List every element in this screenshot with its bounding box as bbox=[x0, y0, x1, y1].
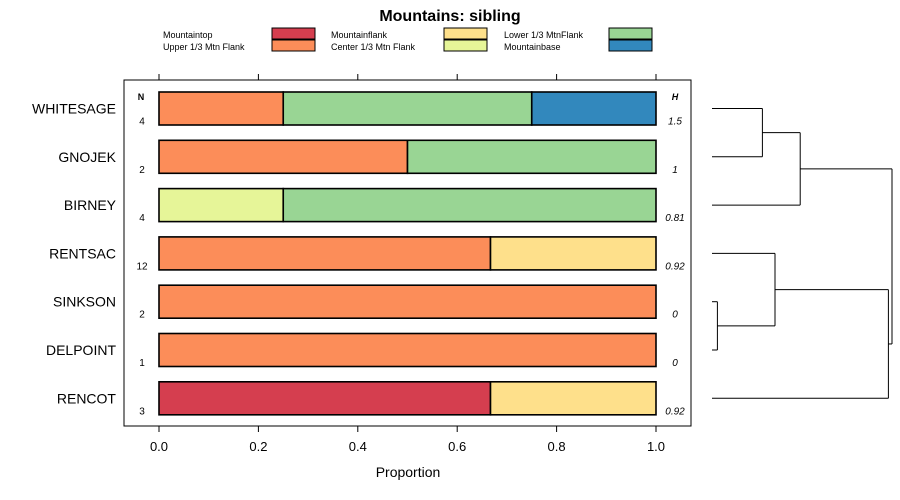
h-value: 0.81 bbox=[665, 213, 684, 224]
category-label: RENTSAC bbox=[49, 245, 116, 261]
h-value: 1.5 bbox=[668, 117, 682, 128]
category-label: WHITESAGE bbox=[32, 101, 116, 117]
category-label: RENCOT bbox=[57, 390, 117, 406]
legend-label-1: Upper 1/3 Mtn Flank bbox=[163, 42, 245, 52]
h-value: 1 bbox=[672, 165, 678, 176]
category-label: SINKSON bbox=[53, 294, 116, 310]
bar-rows: WHITESAGE 4 1.5 GNOJEK 2 1 BIRNEY 4 0.81 RENTSAC 1… bbox=[32, 91, 685, 417]
legend-swatch-3 bbox=[443, 39, 488, 52]
category-label: GNOJEK bbox=[58, 149, 116, 165]
bar-segment-mountainbase bbox=[530, 91, 657, 126]
category-label: BIRNEY bbox=[64, 197, 117, 213]
bar-segment-lower-1-3-mtnflank bbox=[282, 91, 533, 126]
n-value: 12 bbox=[136, 261, 148, 272]
legend: Mountaintop Upper 1/3 Mtn Flank Mountainfl… bbox=[163, 27, 653, 52]
n-value: 4 bbox=[139, 213, 145, 224]
x-tick-label-0: 0.0 bbox=[150, 439, 168, 454]
bar-segment-mountainflank bbox=[489, 236, 657, 271]
legend-swatch-2 bbox=[443, 27, 488, 40]
category-label: DELPOINT bbox=[46, 342, 116, 358]
bar-segment-lower-1-3-mtnflank bbox=[406, 139, 657, 175]
n-header: N bbox=[138, 92, 145, 102]
chart-title: Mountains: sibling bbox=[379, 8, 520, 25]
x-tick-label-3: 0.6 bbox=[448, 439, 466, 454]
legend-label-5: Mountainbase bbox=[504, 42, 561, 52]
bar-row-rentsac: RENTSAC 12 0.92 bbox=[49, 236, 685, 272]
plot-frame bbox=[123, 79, 692, 427]
legend-swatch-0 bbox=[271, 27, 316, 40]
bar-segment-upper-1-3-mtn-flank bbox=[158, 284, 657, 320]
bar-row-birney: BIRNEY 4 0.81 bbox=[64, 187, 685, 224]
dendrogram bbox=[712, 108, 893, 399]
x-tick-label-4: 0.8 bbox=[548, 439, 566, 454]
bar-row-rencot: RENCOT 3 0.92 bbox=[57, 380, 685, 417]
legend-label-0: Mountaintop bbox=[163, 30, 213, 40]
n-value: 4 bbox=[139, 117, 145, 128]
h-header: H bbox=[672, 92, 679, 102]
legend-label-3: Center 1/3 Mtn Flank bbox=[331, 42, 416, 52]
bar-row-sinkson: SINKSON 2 0 bbox=[53, 284, 678, 321]
bar-row-delpoint: DELPOINT 1 0 bbox=[46, 332, 678, 369]
bar-segment-upper-1-3-mtn-flank bbox=[158, 236, 492, 271]
legend-label-4: Lower 1/3 MtnFlank bbox=[504, 30, 584, 40]
n-value: 1 bbox=[139, 358, 145, 369]
n-value: 2 bbox=[139, 310, 145, 321]
x-tick-label-1: 0.2 bbox=[249, 439, 267, 454]
h-value: 0 bbox=[672, 310, 678, 321]
legend-swatch-1 bbox=[271, 39, 316, 52]
x-axis-label: Proportion bbox=[376, 464, 441, 480]
legend-label-2: Mountainflank bbox=[331, 30, 388, 40]
bar-segment-mountaintop bbox=[158, 380, 492, 416]
n-value: 2 bbox=[139, 165, 145, 176]
bar-segment-upper-1-3-mtn-flank bbox=[158, 139, 409, 175]
bar-segment-center-1-3-mtn-flank bbox=[158, 187, 285, 223]
bar-segment-lower-1-3-mtnflank bbox=[282, 187, 657, 223]
h-value: 0.92 bbox=[665, 406, 685, 417]
legend-swatch-5 bbox=[608, 39, 653, 52]
h-value: 0.92 bbox=[665, 261, 685, 272]
x-tick-label-5: 1.0 bbox=[647, 439, 665, 454]
bar-segment-upper-1-3-mtn-flank bbox=[158, 332, 657, 368]
legend-swatch-4 bbox=[608, 27, 653, 40]
h-value: 0 bbox=[672, 358, 678, 369]
n-value: 3 bbox=[139, 406, 145, 417]
bar-segment-mountainflank bbox=[489, 380, 657, 416]
bar-row-whitesage: WHITESAGE 4 1.5 bbox=[32, 91, 682, 128]
bar-segment-upper-1-3-mtn-flank bbox=[158, 91, 285, 126]
x-axis: 0.0 0.2 0.4 0.6 0.8 1.0 bbox=[150, 74, 665, 454]
x-tick-label-2: 0.4 bbox=[349, 439, 367, 454]
bar-row-gnojek: GNOJEK 2 1 bbox=[58, 139, 678, 176]
